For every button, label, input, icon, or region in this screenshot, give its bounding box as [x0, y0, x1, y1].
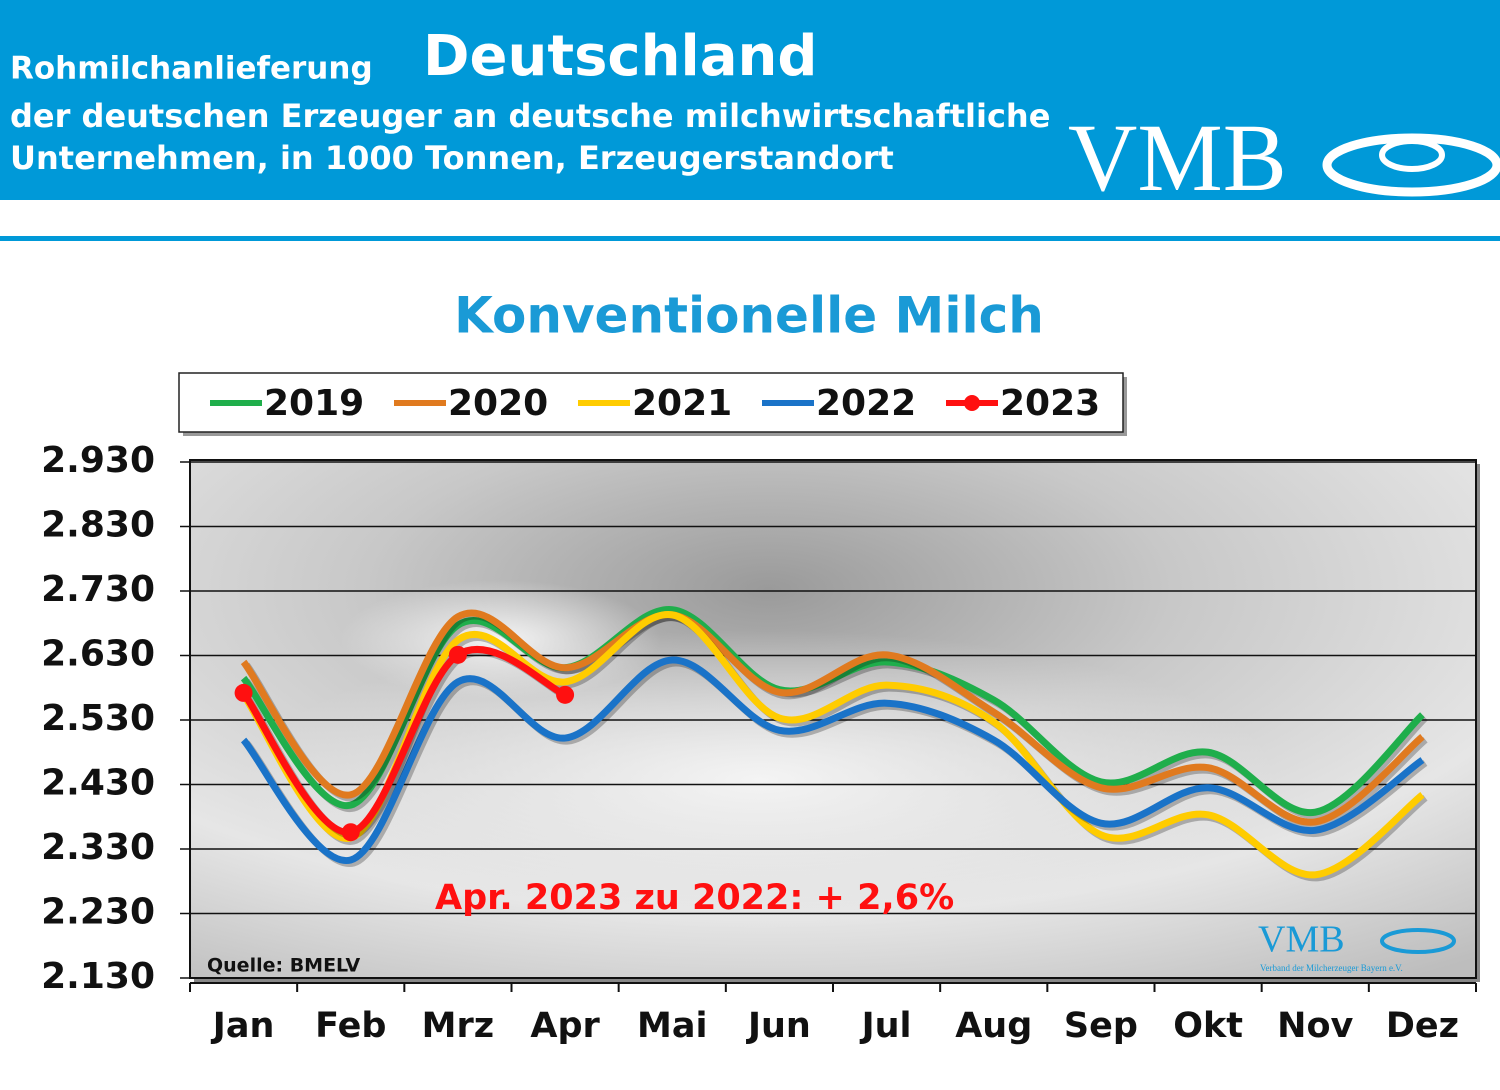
y-tick-label: 2.430: [41, 763, 155, 804]
y-tick-label: 2.130: [41, 956, 155, 997]
chart-title: Konventionelle Milch: [454, 287, 1044, 345]
legend-marker: [964, 395, 980, 411]
x-tick-label: Nov: [1277, 1006, 1353, 1046]
header-subtitle: der deutschen Erzeuger an deutsche milch…: [10, 97, 1050, 135]
x-tick-label: Mrz: [422, 1006, 494, 1046]
y-tick-label: 2.730: [41, 569, 155, 610]
y-tick-label: 2.930: [41, 440, 155, 481]
logo-swirl: [1379, 138, 1445, 172]
header-kicker: Rohmilchanlieferung: [10, 51, 373, 87]
header-subtitle: Unternehmen, in 1000 Tonnen, Erzeugersta…: [10, 139, 894, 177]
y-tick-label: 2.530: [41, 698, 155, 739]
y-tick-label: 2.830: [41, 505, 155, 546]
x-tick-label: Mai: [637, 1006, 707, 1046]
x-tick-label: Jun: [746, 1006, 811, 1046]
x-tick-label: Jul: [860, 1006, 912, 1046]
header-rule: [0, 236, 1500, 241]
x-tick-label: Apr: [530, 1006, 600, 1046]
x-tick-label: Dez: [1386, 1006, 1459, 1046]
source: Quelle: BMELV: [207, 955, 361, 977]
series-marker: [234, 683, 253, 702]
x-tick-label: Jan: [211, 1006, 275, 1046]
series-line: [240, 656, 1425, 864]
header-title: Deutschland: [423, 24, 817, 89]
series-marker: [556, 685, 575, 704]
y-tick-label: 2.630: [41, 634, 155, 675]
watermark-swirl: [1380, 928, 1456, 954]
x-tick-label: Okt: [1173, 1006, 1243, 1046]
legend-label: 2021: [632, 383, 732, 424]
header-band: [0, 0, 1500, 200]
series-line: [240, 609, 1425, 826]
background-splash: [240, 630, 1280, 930]
series-marker: [448, 645, 467, 664]
annotation: Apr. 2023 zu 2022: + 2,6%: [435, 878, 954, 918]
series-marker: [341, 823, 360, 842]
legend-label: 2019: [264, 383, 364, 424]
watermark-logo: VMB: [1258, 919, 1345, 961]
legend-label: 2022: [816, 383, 916, 424]
watermark-sub: Verband der Milcherzeuger Bayern e.V.: [1260, 963, 1403, 973]
y-tick-label: 2.230: [41, 892, 155, 933]
series-line: [240, 645, 567, 836]
x-tick-label: Aug: [955, 1006, 1032, 1046]
y-tick-label: 2.330: [41, 827, 155, 868]
x-tick-label: Feb: [315, 1006, 386, 1046]
header-logo: VMB: [1068, 104, 1287, 211]
x-tick-label: Sep: [1064, 1006, 1138, 1046]
legend-label: 2023: [1000, 383, 1100, 424]
legend-label: 2020: [448, 383, 548, 424]
